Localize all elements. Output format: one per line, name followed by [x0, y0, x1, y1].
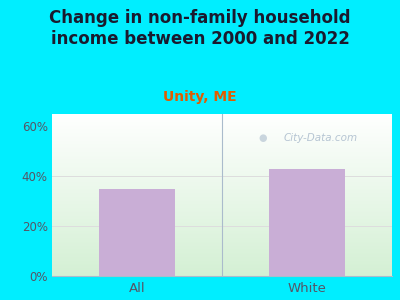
Bar	[269, 169, 345, 276]
Text: Change in non-family household
income between 2000 and 2022: Change in non-family household income be…	[49, 9, 351, 48]
Bar	[99, 189, 175, 276]
Text: City-Data.com: City-Data.com	[283, 133, 357, 143]
Text: ●: ●	[258, 133, 267, 143]
Text: Unity, ME: Unity, ME	[163, 90, 237, 104]
